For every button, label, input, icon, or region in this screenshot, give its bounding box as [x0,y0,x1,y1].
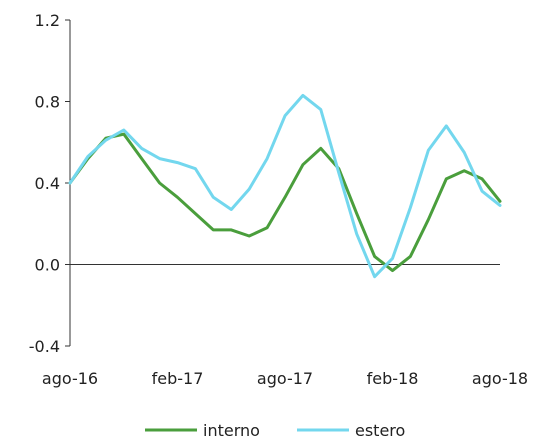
legend-label-estero: estero [355,421,405,439]
axes [69,20,500,346]
x-tick-label: ago-16 [42,369,98,388]
y-tick-label: 0.0 [35,256,60,275]
x-tick-label: feb-18 [367,369,419,388]
legend-label-interno: interno [203,421,260,439]
x-tick-label: feb-17 [152,369,204,388]
y-tick-label: 0.4 [35,174,60,193]
series-line-estero [68,93,502,279]
y-tick-label: -0.4 [29,337,60,356]
y-tick-label: 0.8 [35,93,60,112]
x-tick-label: ago-18 [472,369,528,388]
legend: interno estero [145,421,405,439]
series-lines [68,93,502,279]
series-line-interno [68,132,502,273]
x-tick-label: ago-17 [257,369,313,388]
y-tick-label: 1.2 [35,11,60,30]
y-ticks: 1.2 0.8 0.4 0.0 -0.4 ago-16 feb-17 ago-17 feb-18… [29,11,528,388]
